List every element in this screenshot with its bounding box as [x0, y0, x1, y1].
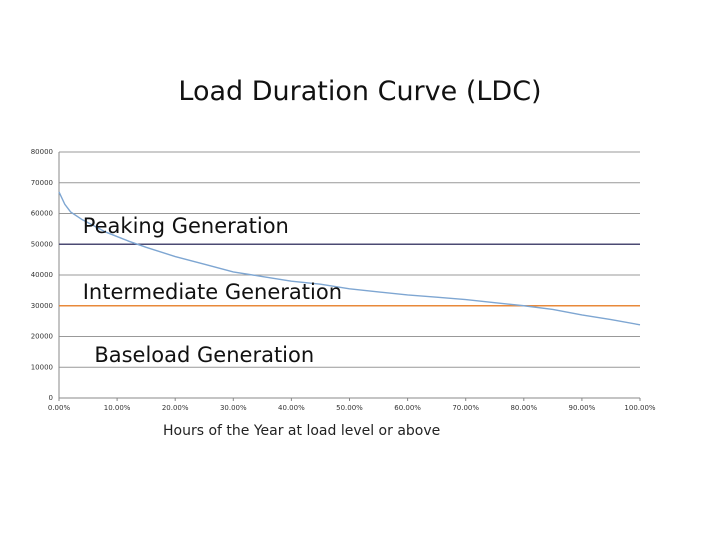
- y-tick-label: 60000: [31, 210, 53, 218]
- x-axis-label: Hours of the Year at load level or above: [163, 423, 441, 439]
- x-tick-label: 20.00%: [162, 404, 189, 412]
- y-tick-label: 50000: [31, 240, 53, 248]
- y-tick-label: 10000: [31, 363, 53, 371]
- x-tick-label: 80.00%: [510, 404, 537, 412]
- x-tick-label: 30.00%: [220, 404, 247, 412]
- y-tick-label: 30000: [31, 302, 53, 310]
- x-tick-label: 70.00%: [452, 404, 479, 412]
- x-tick-label: 0.00%: [48, 404, 71, 412]
- y-tick-label: 70000: [31, 179, 53, 187]
- band-label: Peaking Generation: [83, 214, 289, 238]
- series-line: [58, 191, 641, 326]
- x-tick-label: 90.00%: [569, 404, 596, 412]
- band-label: Baseload Generation: [94, 343, 314, 367]
- x-tick-label: 60.00%: [394, 404, 421, 412]
- y-tick-label: 40000: [31, 271, 53, 279]
- x-tick-label: 50.00%: [336, 404, 363, 412]
- chart-title: Load Duration Curve (LDC): [178, 76, 542, 107]
- x-tick-label: 40.00%: [278, 404, 305, 412]
- y-tick-label: 80000: [31, 148, 53, 156]
- y-tick-label: 20000: [31, 333, 53, 341]
- x-tick-label: 100.00%: [624, 404, 655, 412]
- y-tick-label: 0: [49, 394, 53, 402]
- band-label: Intermediate Generation: [83, 280, 342, 304]
- x-tick-label: 10.00%: [104, 404, 131, 412]
